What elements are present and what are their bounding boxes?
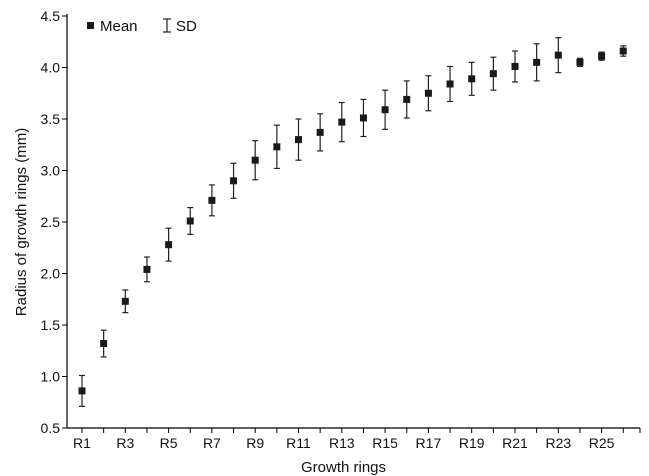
data-point <box>273 124 281 170</box>
data-point <box>165 227 173 262</box>
mean-marker <box>338 118 346 126</box>
data-point <box>424 75 432 112</box>
data-point <box>598 51 606 61</box>
x-tick-label: R15 <box>372 435 398 451</box>
mean-marker <box>186 217 194 225</box>
data-point <box>533 43 541 82</box>
y-tick-label: 3.5 <box>41 111 61 127</box>
data-point <box>230 162 238 199</box>
x-tick-label: R11 <box>286 435 311 451</box>
y-tick-label: 1.0 <box>41 369 61 385</box>
data-point <box>316 113 324 152</box>
y-tick-label: 4.5 <box>41 8 61 24</box>
y-tick-label: 1.5 <box>41 317 61 333</box>
y-tick-label: 3.0 <box>41 163 61 179</box>
data-point <box>295 118 302 161</box>
x-tick-label: R19 <box>459 435 485 451</box>
mean-marker <box>78 387 86 395</box>
legend-sd-label: SD <box>176 18 197 35</box>
x-axis-ticks: R1 R3 R5 R7 R9 R11 R13 R15 R17 R19 R21 R23 R25 <box>73 428 641 451</box>
data-point <box>100 329 108 358</box>
data-point <box>143 256 151 283</box>
data-point <box>338 101 346 143</box>
x-tick-label: R1 <box>73 435 91 451</box>
x-tick-label: R7 <box>203 435 221 451</box>
mean-marker <box>208 196 216 204</box>
data-point <box>489 56 497 91</box>
y-tick-label: 2.0 <box>41 266 61 282</box>
data-point <box>468 61 476 96</box>
x-axis-title: Growth rings <box>301 459 386 476</box>
mean-marker <box>165 241 173 249</box>
legend-mean-marker <box>87 22 94 29</box>
mean-marker <box>273 143 281 151</box>
y-tick-label: 0.5 <box>41 420 61 436</box>
y-tick-label: 2.5 <box>41 214 61 230</box>
mean-marker <box>554 51 562 59</box>
mean-marker <box>359 114 367 122</box>
mean-marker <box>511 62 519 70</box>
data-point <box>576 57 584 68</box>
y-axis-title: Radius of growth rings (mm) <box>13 128 30 316</box>
data-point <box>554 37 562 74</box>
x-tick-label: R13 <box>329 435 355 451</box>
mean-marker <box>619 47 627 55</box>
mean-marker <box>100 340 108 348</box>
y-tick-label: 4.0 <box>41 60 61 76</box>
data-points <box>78 37 627 407</box>
mean-marker <box>295 136 302 144</box>
x-tick-label: R9 <box>246 435 264 451</box>
data-point <box>381 89 389 130</box>
x-tick-label: R25 <box>589 435 615 451</box>
mean-marker <box>403 95 411 103</box>
data-point <box>446 65 454 103</box>
mean-marker <box>424 89 432 97</box>
x-tick-label: R17 <box>416 435 442 451</box>
mean-marker <box>143 265 151 273</box>
x-tick-label: R21 <box>502 435 528 451</box>
mean-marker <box>533 58 541 66</box>
mean-marker <box>489 70 497 78</box>
data-point <box>403 80 411 119</box>
data-point <box>511 50 519 83</box>
data-point <box>251 140 259 181</box>
x-tick-label: R23 <box>545 435 571 451</box>
mean-marker <box>230 177 238 185</box>
mean-marker <box>121 297 129 305</box>
legend: Mean SD <box>87 18 197 35</box>
mean-marker <box>446 80 454 88</box>
mean-marker <box>598 52 606 60</box>
mean-marker <box>468 75 476 83</box>
mean-marker <box>251 156 259 164</box>
legend-mean-label: Mean <box>100 18 138 35</box>
mean-marker <box>381 106 389 114</box>
data-point <box>619 45 627 57</box>
x-tick-label: R5 <box>160 435 178 451</box>
x-tick-label: R3 <box>116 435 134 451</box>
mean-marker <box>576 58 584 66</box>
data-point <box>186 206 194 235</box>
data-point <box>359 98 367 138</box>
data-point <box>208 184 216 217</box>
data-point <box>121 289 129 314</box>
data-point <box>78 374 86 407</box>
mean-marker <box>316 128 324 136</box>
y-axis-ticks: 0.5 1.0 1.5 2.0 2.5 3.0 3.5 4.0 4.5 <box>41 8 67 436</box>
